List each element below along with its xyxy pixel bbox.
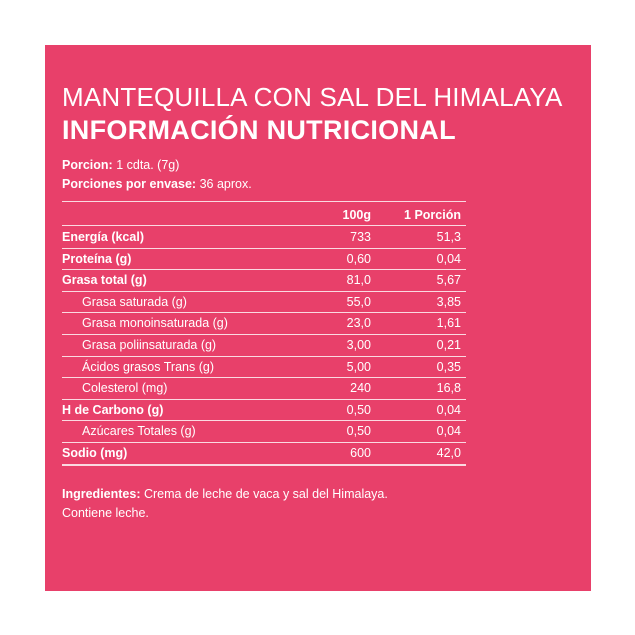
table-row: Proteína (g) 0,60 0,04	[62, 249, 466, 269]
value-portion: 0,04	[436, 424, 461, 439]
row-divider	[62, 420, 466, 422]
value-portion: 3,85	[436, 294, 461, 309]
divider	[62, 201, 466, 202]
table-row: Sodio (mg) 600 42,0	[62, 443, 466, 463]
value-100g: 0,50	[346, 424, 371, 439]
value-100g: 3,00	[346, 338, 371, 352]
nutrient-label: Grasa monoinsaturada (g)	[82, 316, 228, 331]
value-portion: 0,04	[436, 251, 461, 266]
table-row: Ácidos grasos Trans (g) 5,00 0,35	[62, 357, 466, 377]
value-100g: 240	[350, 381, 371, 396]
value-portion: 0,21	[436, 338, 461, 352]
nutrient-label: Energía (kcal)	[62, 230, 144, 244]
table-row: Grasa poliinsaturada (g) 3,00 0,21	[62, 335, 466, 355]
table-row: Azúcares Totales (g) 0,50 0,04	[62, 421, 466, 441]
value-100g: 5,00	[346, 359, 371, 374]
value-portion: 16,8	[436, 381, 461, 396]
value-100g: 55,0	[346, 294, 371, 309]
servings-per-container-value: 36 aprox.	[199, 177, 252, 191]
table-row: H de Carbono (g) 0,50 0,04	[62, 400, 466, 420]
nutrient-label: Grasa poliinsaturada (g)	[82, 338, 217, 352]
row-divider	[62, 355, 466, 357]
column-header-100g: 100g	[342, 208, 372, 222]
nutrient-label: Proteína (g)	[62, 251, 132, 266]
row-divider	[62, 334, 466, 335]
table-row: Grasa saturada (g) 55,0 3,85	[62, 292, 466, 312]
row-divider	[62, 442, 466, 443]
serving-size: Porcion: 1 cdta. (7g)	[62, 158, 179, 172]
allergen-note: Contiene leche.	[62, 506, 149, 520]
serving-size-label: Porcion:	[62, 158, 113, 172]
nutrient-label: Sodio (mg)	[62, 446, 128, 460]
value-100g: 81,0	[346, 273, 371, 288]
nutrient-label: Grasa total (g)	[62, 273, 147, 288]
value-100g: 23,0	[346, 316, 371, 331]
nutrient-label: Grasa saturada (g)	[82, 294, 187, 309]
value-portion: 51,3	[436, 230, 461, 244]
table-top-rule	[62, 225, 466, 226]
ingredients: Ingredientes: Crema de leche de vaca y s…	[62, 485, 482, 523]
nutrient-label: Azúcares Totales (g)	[82, 424, 196, 439]
value-100g: 733	[350, 230, 371, 244]
value-100g: 0,60	[346, 251, 371, 266]
table-row: Grasa total (g) 81,0 5,67	[62, 270, 466, 290]
ingredients-text: Crema de leche de vaca y sal del Himalay…	[143, 487, 388, 501]
product-title: MANTEQUILLA CON SAL DEL HIMALAYA	[62, 82, 563, 112]
ingredients-label: Ingredientes:	[62, 487, 141, 501]
table-row: Grasa monoinsaturada (g) 23,0 1,61	[62, 313, 466, 333]
value-portion: 5,67	[436, 273, 461, 288]
section-title: INFORMACIÓN NUTRICIONAL	[62, 115, 456, 145]
table-row: Energía (kcal) 733 51,3	[62, 227, 466, 247]
value-100g: 600	[350, 446, 371, 460]
value-portion: 0,04	[436, 402, 461, 417]
row-divider	[62, 247, 466, 249]
value-portion: 42,0	[436, 446, 461, 460]
row-divider	[62, 377, 466, 379]
row-divider	[62, 463, 466, 466]
value-100g: 0,50	[346, 402, 371, 417]
row-divider	[62, 269, 466, 271]
nutrition-panel: MANTEQUILLA CON SAL DEL HIMALAYA INFORMA…	[45, 45, 591, 591]
serving-size-value: 1 cdta. (7g)	[116, 158, 180, 172]
column-header-portion: 1 Porción	[404, 208, 461, 222]
value-portion: 0,35	[436, 359, 461, 374]
row-divider	[62, 398, 466, 400]
nutrient-label: H de Carbono (g)	[62, 402, 164, 417]
value-portion: 1,61	[436, 316, 461, 331]
row-divider	[62, 312, 466, 314]
row-divider	[62, 290, 466, 292]
servings-per-container: Porciones por envase: 36 aprox.	[62, 177, 252, 191]
nutrient-label: Ácidos grasos Trans (g)	[82, 359, 214, 374]
nutrient-label: Colesterol (mg)	[82, 381, 168, 396]
servings-per-container-label: Porciones por envase:	[62, 177, 197, 191]
table-row: Colesterol (mg) 240 16,8	[62, 378, 466, 398]
